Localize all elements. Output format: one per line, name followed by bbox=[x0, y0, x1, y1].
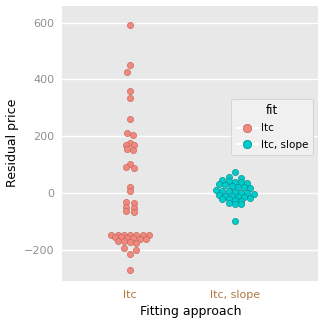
Legend: ltc, ltc, slope: ltc, ltc, slope bbox=[231, 99, 313, 155]
Y-axis label: Residual price: Residual price bbox=[6, 99, 18, 187]
X-axis label: Fitting approach: Fitting approach bbox=[140, 306, 241, 318]
